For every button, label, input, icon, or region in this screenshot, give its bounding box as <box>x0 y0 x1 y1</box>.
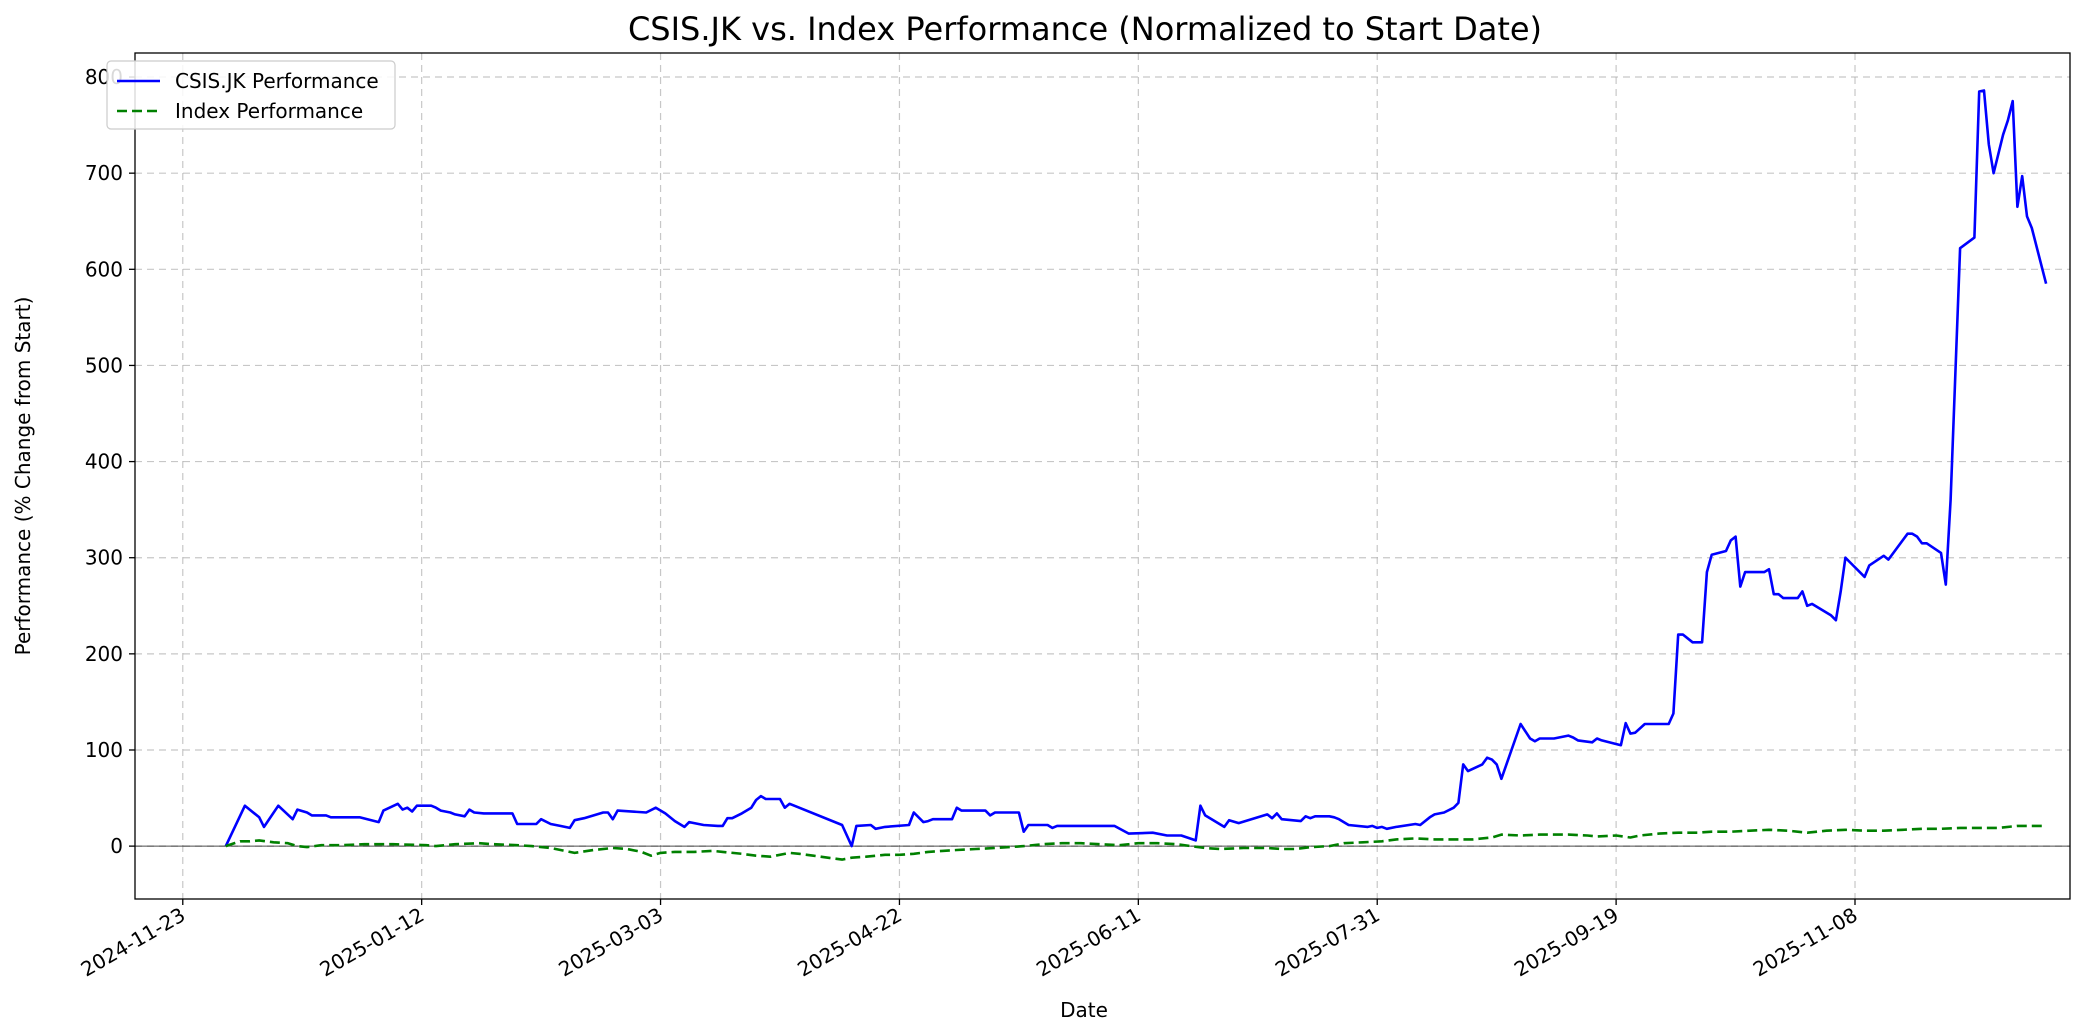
legend-box <box>106 60 396 130</box>
x-tick-label: 2024-11-23 <box>77 903 190 982</box>
x-tick-label: 2025-09-19 <box>1510 903 1623 982</box>
legend-label-csis: CSIS.JK Performance <box>175 69 379 93</box>
legend: CSIS.JK Performance Index Performance <box>106 60 396 130</box>
index-performance-line <box>225 824 2047 861</box>
x-tick-label: 2025-04-22 <box>793 903 906 982</box>
x-tick-label: 2025-06-11 <box>1032 903 1145 982</box>
csis-performance-line <box>224 89 2048 848</box>
grid-lines <box>135 53 2070 899</box>
y-axis-label: Performance (% Change from Start) <box>11 297 35 656</box>
y-tick-label: 100 <box>85 738 123 762</box>
y-tick-label: 400 <box>85 450 123 474</box>
x-tick-label: 2025-03-03 <box>554 903 667 982</box>
series-layer <box>135 89 2070 861</box>
legend-label-index: Index Performance <box>175 99 363 123</box>
x-tick-label: 2025-07-31 <box>1271 903 1384 982</box>
y-tick-label: 600 <box>85 257 123 281</box>
y-tick-label: 500 <box>85 353 123 377</box>
chart-title: CSIS.JK vs. Index Performance (Normalize… <box>628 10 1542 48</box>
y-tick-label: 0 <box>110 834 123 858</box>
y-tick-label: 700 <box>85 161 123 185</box>
x-tick-label: 2025-01-12 <box>316 903 429 982</box>
plot-frame <box>134 52 2071 900</box>
x-axis-label: Date <box>1060 998 1108 1022</box>
y-tick-label: 300 <box>85 546 123 570</box>
y-tick-label: 200 <box>85 642 123 666</box>
x-tick-label: 2025-11-08 <box>1749 903 1862 982</box>
